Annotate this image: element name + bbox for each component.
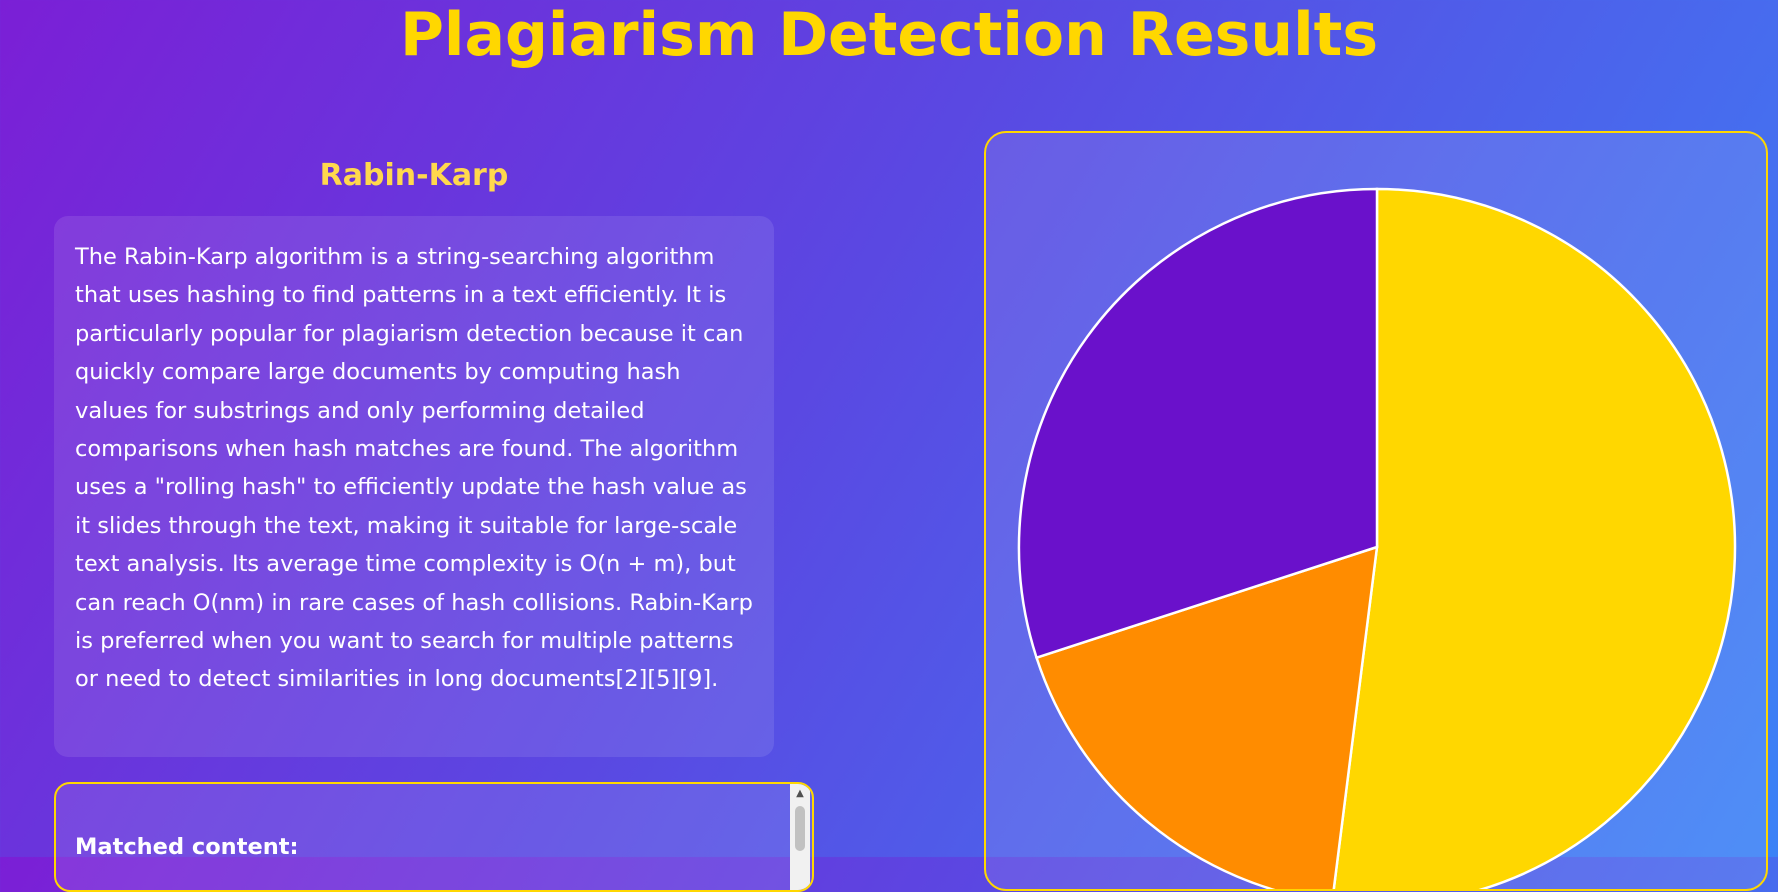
pie-slice-yellow[interactable] xyxy=(1332,187,1737,889)
matched-content-box[interactable]: Matched content: ▲ xyxy=(54,782,814,892)
scrollbar[interactable]: ▲ xyxy=(790,784,810,890)
algorithm-heading: Rabin-Karp xyxy=(319,158,509,193)
pie-chart xyxy=(1017,187,1737,889)
scroll-thumb[interactable] xyxy=(795,806,805,851)
pie-slice-purple[interactable] xyxy=(1017,187,1379,660)
description-card: The Rabin-Karp algorithm is a string-sea… xyxy=(54,216,774,757)
matched-content-label: Matched content: xyxy=(75,834,299,860)
chart-panel xyxy=(984,131,1768,891)
page-title: Plagiarism Detection Results xyxy=(399,0,1379,70)
scroll-up-arrow-icon[interactable]: ▲ xyxy=(796,788,804,799)
pie-slice-orange[interactable] xyxy=(1034,545,1379,889)
algorithm-description: The Rabin-Karp algorithm is a string-sea… xyxy=(75,244,753,693)
